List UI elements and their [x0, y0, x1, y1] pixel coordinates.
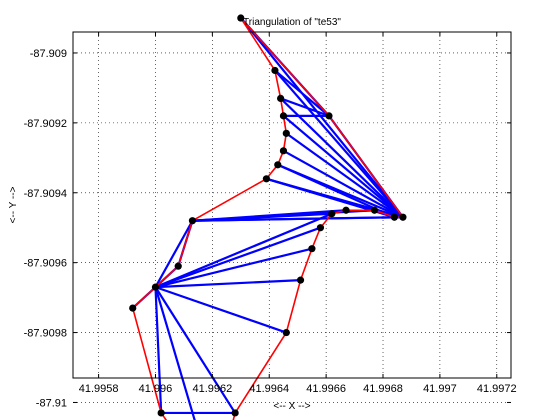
node-point	[325, 112, 333, 120]
interior-edge	[282, 149, 404, 219]
interior-edge	[155, 212, 333, 289]
interior-edge	[239, 17, 404, 218]
node-point	[274, 161, 282, 169]
node-point	[277, 94, 285, 103]
node-point	[279, 147, 288, 155]
node-point	[296, 276, 305, 284]
node-point	[328, 210, 336, 218]
node-point	[316, 224, 325, 232]
x-axis-label: <-- X -->	[273, 401, 310, 412]
node-point	[399, 213, 407, 221]
interior-edge	[155, 226, 321, 289]
y-tick-label: -87.9096	[24, 258, 67, 270]
node-point	[151, 283, 160, 291]
boundary-edge	[328, 115, 404, 218]
node-point	[157, 409, 165, 417]
x-tick-label: 41.9958	[79, 383, 119, 395]
node-markers	[129, 14, 407, 417]
y-tick-label: -87.9094	[24, 188, 67, 200]
axis-ticks: 41.9958 41.996 41.9962 41.9964 41.9966 41.996…	[24, 32, 517, 409]
interior-edge	[192, 216, 395, 222]
node-point	[282, 328, 290, 337]
boundary-edge	[234, 332, 287, 414]
node-point	[279, 112, 288, 120]
interior-edge	[154, 220, 194, 288]
node-point	[390, 213, 398, 221]
y-axis-label: <-- Y -->	[8, 186, 19, 223]
node-point	[262, 175, 271, 183]
node-point	[271, 66, 279, 75]
interior-edge	[154, 287, 163, 413]
node-point	[231, 409, 239, 417]
node-point	[282, 129, 290, 137]
interior-edge	[285, 132, 404, 219]
x-tick-label: 41.996	[139, 383, 173, 395]
interior-edge	[154, 286, 237, 414]
interior-edge	[155, 286, 287, 334]
y-tick-label: -87.9098	[24, 328, 67, 340]
y-tick-label: -87.909	[30, 48, 67, 60]
axes-frame	[72, 31, 512, 379]
x-tick-label: 41.997	[423, 383, 457, 395]
boundary-edge	[177, 220, 194, 267]
x-tick-label: 41.9972	[477, 383, 517, 395]
interior-edge	[155, 279, 301, 289]
x-tick-label: 41.9962	[192, 383, 232, 395]
node-point	[237, 14, 245, 22]
node-point	[370, 206, 379, 214]
chart-title: Triangulation of "te53"	[243, 17, 341, 28]
boundary-edge	[131, 307, 162, 414]
boundary-edge	[299, 248, 313, 281]
grid-lines	[73, 32, 511, 403]
boundary-edge	[285, 279, 302, 333]
y-tick-label: -87.91	[36, 397, 67, 409]
node-point	[308, 245, 316, 253]
boundary-edge	[240, 17, 276, 71]
interior-edge	[266, 177, 375, 212]
y-tick-label: -87.9092	[24, 118, 67, 130]
boundary-edges	[131, 17, 404, 420]
interior-edge	[192, 212, 332, 222]
interior-edge	[274, 69, 330, 117]
boundary-edge	[274, 70, 282, 99]
interior-edge	[279, 97, 404, 219]
interior-edge	[155, 247, 313, 289]
interior-edges	[131, 17, 404, 420]
interior-edge	[282, 115, 404, 219]
x-tick-label: 41.9964	[249, 383, 289, 395]
x-tick-label: 41.9968	[363, 383, 403, 395]
interior-edge	[274, 69, 404, 218]
boundary-edge	[240, 17, 330, 117]
node-point	[188, 217, 197, 225]
node-point	[174, 262, 182, 270]
boundary-edge	[311, 227, 322, 249]
interior-edge	[280, 97, 330, 117]
node-point	[129, 304, 137, 312]
boundary-edge	[192, 178, 267, 222]
interior-edge	[154, 286, 196, 420]
x-tick-label: 41.9966	[306, 383, 346, 395]
boundary-edge	[132, 286, 157, 309]
node-point	[342, 206, 350, 214]
boundary-edge	[154, 265, 179, 288]
